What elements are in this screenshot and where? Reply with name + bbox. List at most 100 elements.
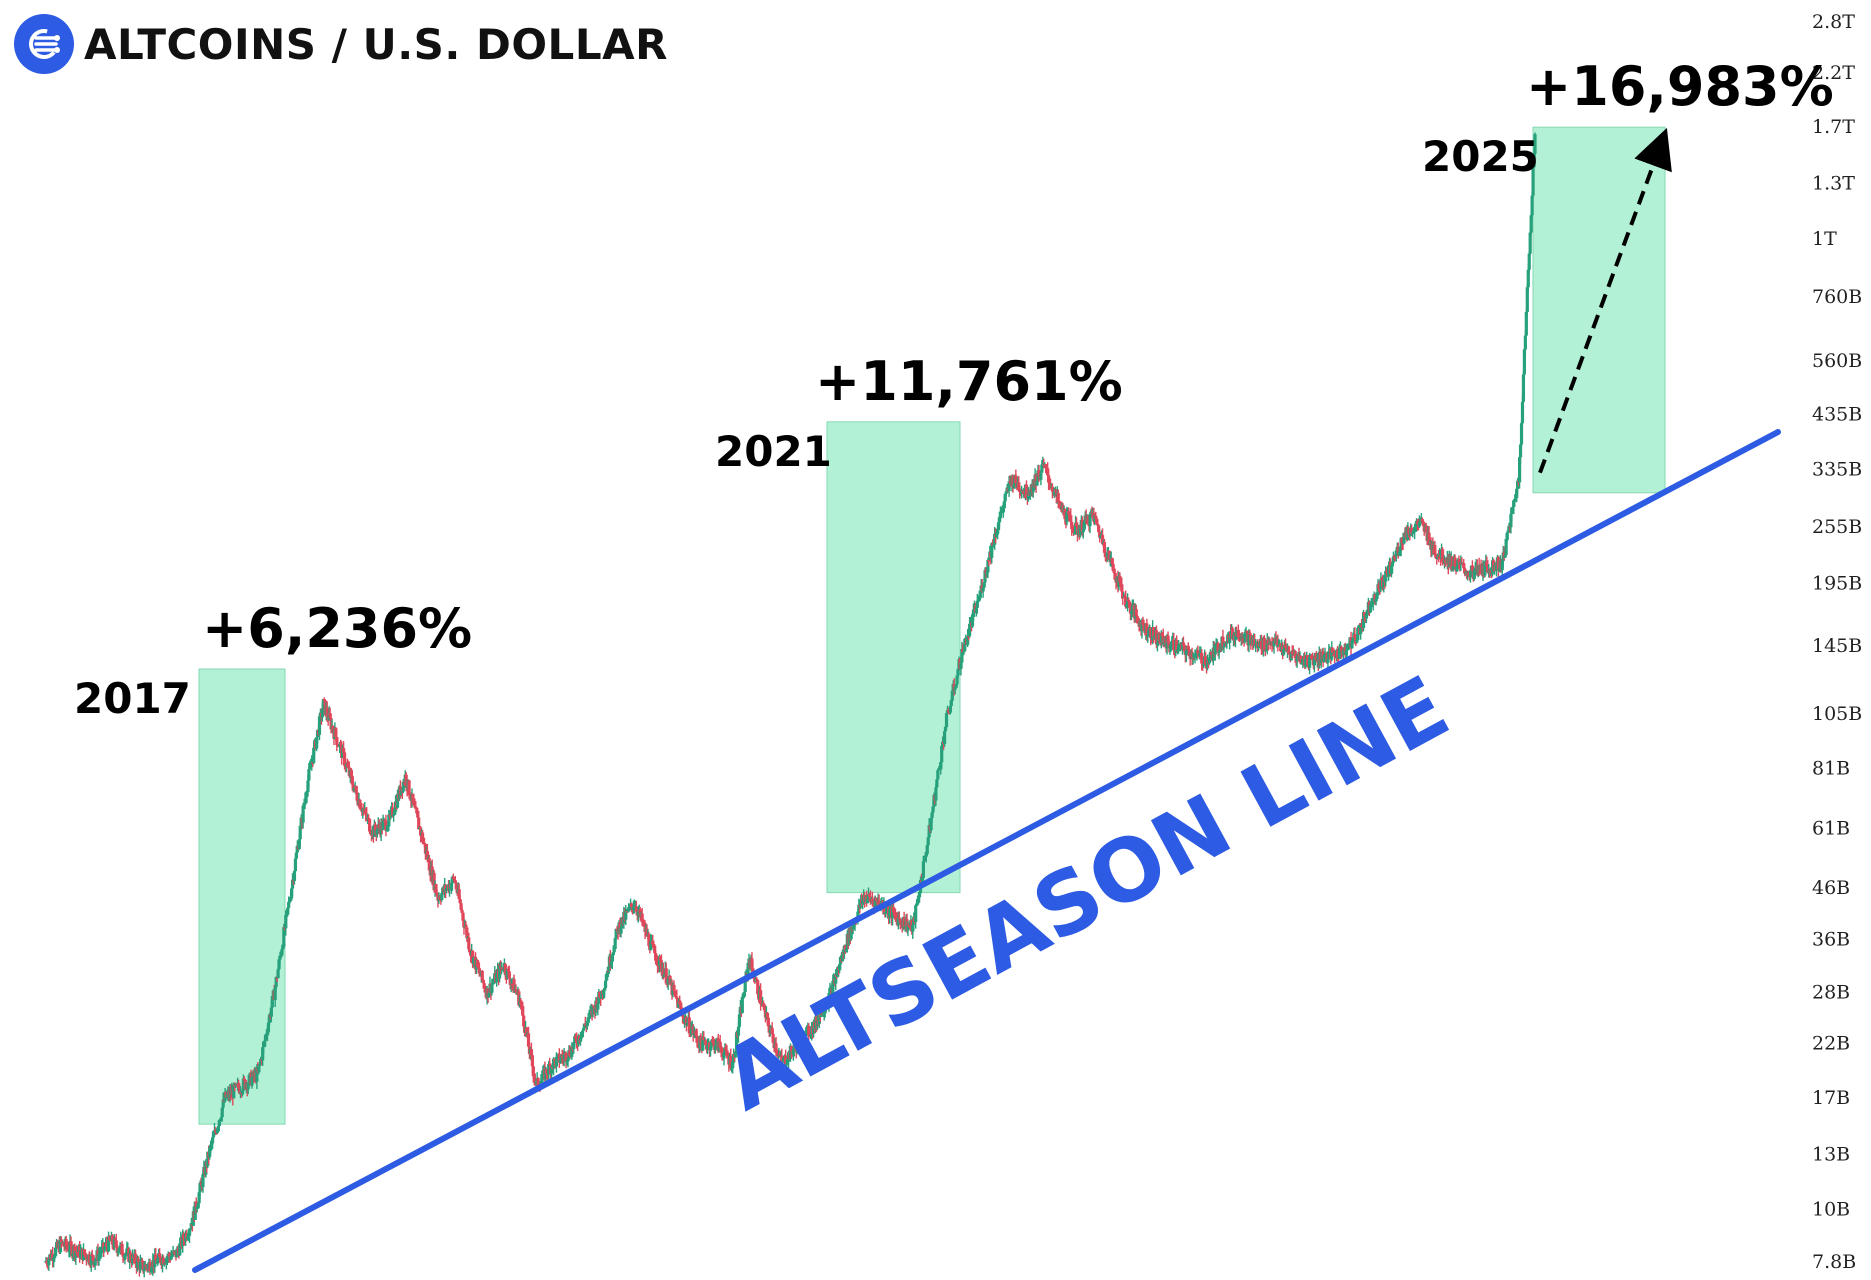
price-candle	[1136, 616, 1140, 625]
price-candle	[412, 800, 416, 804]
price-candle	[305, 790, 309, 804]
price-candle	[934, 783, 938, 806]
price-candle	[421, 839, 426, 844]
price-candle	[1525, 282, 1529, 315]
price-candle	[861, 898, 865, 910]
price-candle	[498, 961, 502, 983]
price-candle	[97, 1247, 101, 1266]
price-candle	[1507, 522, 1511, 533]
price-candle	[381, 814, 385, 831]
price-candle	[321, 698, 325, 711]
price-candle	[557, 1048, 561, 1068]
price-candle	[1519, 421, 1524, 447]
price-candle	[975, 593, 979, 614]
price-candle	[490, 978, 494, 996]
price-candle	[768, 1024, 772, 1037]
price-candle	[1354, 634, 1358, 646]
price-candle	[1502, 546, 1506, 561]
price-candle	[1522, 347, 1527, 378]
price-candle	[654, 949, 658, 965]
y-tick-label: 28B	[1812, 982, 1850, 1004]
price-candle	[287, 896, 291, 915]
price-candle	[375, 828, 379, 838]
price-candle	[368, 825, 373, 836]
price-candle	[960, 641, 964, 668]
price-candle	[270, 995, 274, 1014]
price-candle	[1384, 566, 1388, 587]
price-candle	[142, 1262, 146, 1278]
price-candle	[840, 949, 845, 962]
price-candle	[923, 851, 927, 861]
price-candle	[1187, 647, 1191, 657]
price-candle	[970, 611, 975, 628]
price-candle	[1479, 559, 1483, 575]
price-candle	[1299, 655, 1303, 665]
price-candle	[890, 900, 895, 926]
price-candle	[189, 1217, 193, 1229]
price-candle	[1196, 645, 1200, 659]
price-candle	[712, 1038, 716, 1054]
price-candle	[533, 1073, 537, 1086]
price-candle	[800, 1032, 804, 1047]
price-candle	[112, 1234, 116, 1251]
price-candle	[498, 960, 503, 974]
price-candle	[1496, 555, 1501, 578]
price-candle	[1341, 649, 1345, 660]
price-candle	[1111, 559, 1115, 572]
price-candle	[175, 1246, 179, 1258]
price-candle	[566, 1059, 570, 1068]
price-candle	[1040, 460, 1044, 474]
price-candle	[285, 909, 289, 921]
price-candle	[583, 1016, 587, 1027]
price-candle	[1047, 469, 1051, 490]
price-candle	[1396, 542, 1400, 559]
price-candle	[1074, 517, 1079, 527]
price-candle	[647, 931, 651, 949]
price-candle	[1254, 639, 1258, 653]
price-candle	[1527, 250, 1531, 274]
price-candle	[1001, 503, 1005, 518]
price-candle	[120, 1240, 124, 1255]
price-candle	[733, 1051, 738, 1059]
chart-title: ALTCOINS / U.S. DOLLAR	[84, 19, 668, 69]
price-candle	[1130, 599, 1135, 617]
price-candle	[1463, 564, 1467, 577]
price-candle	[1050, 483, 1055, 499]
price-candle	[624, 904, 628, 926]
price-candle	[1216, 641, 1220, 657]
price-candle	[355, 786, 359, 803]
price-candle	[834, 969, 838, 991]
price-candle	[1382, 575, 1386, 593]
price-candle	[1272, 640, 1276, 654]
price-candles	[44, 132, 1537, 1278]
price-candle	[1113, 568, 1117, 580]
price-candle	[153, 1248, 157, 1273]
y-tick-label: 1T	[1812, 228, 1837, 250]
price-candle	[911, 922, 915, 939]
price-candle	[1080, 516, 1084, 537]
price-candle	[586, 1017, 590, 1026]
price-candle	[785, 1059, 789, 1069]
price-candle	[618, 918, 622, 938]
price-candle	[1504, 538, 1508, 558]
price-candle	[968, 616, 972, 639]
price-candle	[1190, 647, 1194, 666]
price-candle	[761, 1000, 766, 1011]
altseason-zone-2017	[198, 668, 286, 1125]
y-tick-label: 255B	[1812, 516, 1862, 538]
price-candle	[141, 1260, 145, 1274]
price-candle	[1177, 639, 1181, 654]
price-candle	[804, 1027, 808, 1051]
price-candle	[1105, 547, 1109, 562]
y-tick-label: 46B	[1812, 877, 1850, 899]
price-candle	[1389, 565, 1394, 578]
price-candle	[1368, 601, 1372, 614]
price-candle	[655, 956, 659, 963]
price-candle	[1247, 629, 1251, 653]
price-candle	[1095, 517, 1099, 526]
price-candle	[1443, 557, 1448, 567]
price-candle	[467, 932, 471, 952]
price-candle	[217, 1119, 221, 1132]
price-candle	[1007, 476, 1011, 497]
price-candle	[1327, 643, 1331, 662]
